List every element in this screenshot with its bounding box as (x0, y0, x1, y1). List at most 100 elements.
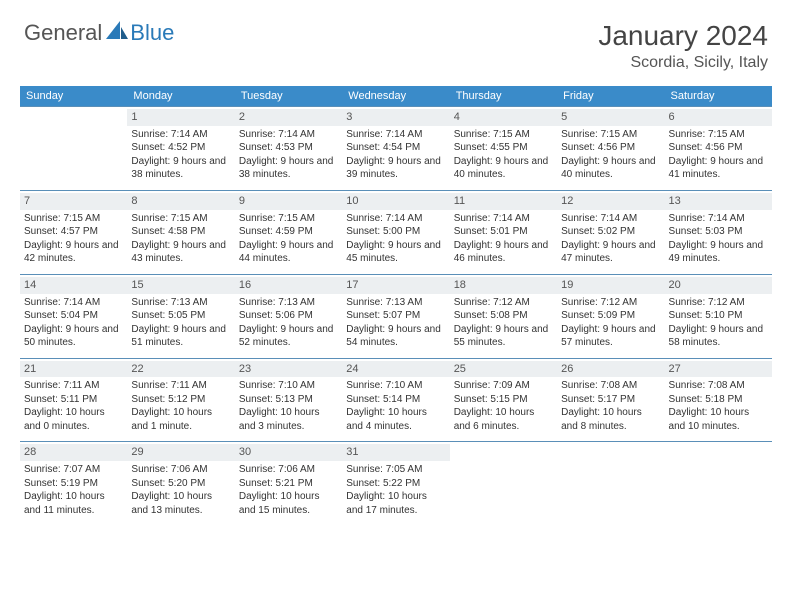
daylight-text: Daylight: 9 hours and 49 minutes. (669, 239, 768, 266)
daylight-text: Daylight: 10 hours and 0 minutes. (24, 406, 123, 433)
day-number: 3 (342, 109, 449, 126)
sunset-text: Sunset: 5:21 PM (239, 477, 338, 491)
calendar-cell: 31Sunrise: 7:05 AMSunset: 5:22 PMDayligh… (342, 442, 449, 525)
day-number: 14 (20, 277, 127, 294)
calendar-cell: 30Sunrise: 7:06 AMSunset: 5:21 PMDayligh… (235, 442, 342, 525)
daylight-text: Daylight: 9 hours and 46 minutes. (454, 239, 553, 266)
calendar-cell: 19Sunrise: 7:12 AMSunset: 5:09 PMDayligh… (557, 274, 664, 358)
sunrise-text: Sunrise: 7:14 AM (131, 128, 230, 142)
day-number: 28 (20, 444, 127, 461)
calendar-cell: 16Sunrise: 7:13 AMSunset: 5:06 PMDayligh… (235, 274, 342, 358)
daylight-text: Daylight: 10 hours and 15 minutes. (239, 490, 338, 517)
sunrise-text: Sunrise: 7:10 AM (346, 379, 445, 393)
daylight-text: Daylight: 9 hours and 39 minutes. (346, 155, 445, 182)
sunset-text: Sunset: 5:06 PM (239, 309, 338, 323)
sunrise-text: Sunrise: 7:12 AM (669, 296, 768, 310)
sunset-text: Sunset: 5:11 PM (24, 393, 123, 407)
calendar-table: Sunday Monday Tuesday Wednesday Thursday… (20, 86, 772, 525)
day-number: 29 (127, 444, 234, 461)
day-number: 4 (450, 109, 557, 126)
daylight-text: Daylight: 9 hours and 43 minutes. (131, 239, 230, 266)
sunrise-text: Sunrise: 7:15 AM (239, 212, 338, 226)
logo-text-general: General (24, 20, 102, 46)
calendar-cell: 10Sunrise: 7:14 AMSunset: 5:00 PMDayligh… (342, 190, 449, 274)
daylight-text: Daylight: 9 hours and 45 minutes. (346, 239, 445, 266)
daylight-text: Daylight: 10 hours and 17 minutes. (346, 490, 445, 517)
calendar-cell: 1Sunrise: 7:14 AMSunset: 4:52 PMDaylight… (127, 107, 234, 191)
calendar-cell: 13Sunrise: 7:14 AMSunset: 5:03 PMDayligh… (665, 190, 772, 274)
sunrise-text: Sunrise: 7:07 AM (24, 463, 123, 477)
calendar-cell: 12Sunrise: 7:14 AMSunset: 5:02 PMDayligh… (557, 190, 664, 274)
day-number: 2 (235, 109, 342, 126)
sunset-text: Sunset: 5:13 PM (239, 393, 338, 407)
day-header: Saturday (665, 86, 772, 107)
calendar-cell: 21Sunrise: 7:11 AMSunset: 5:11 PMDayligh… (20, 358, 127, 442)
calendar-cell: 20Sunrise: 7:12 AMSunset: 5:10 PMDayligh… (665, 274, 772, 358)
day-number: 26 (557, 361, 664, 378)
sunrise-text: Sunrise: 7:11 AM (131, 379, 230, 393)
calendar-week: 14Sunrise: 7:14 AMSunset: 5:04 PMDayligh… (20, 274, 772, 358)
calendar-cell: 29Sunrise: 7:06 AMSunset: 5:20 PMDayligh… (127, 442, 234, 525)
sunset-text: Sunset: 5:10 PM (669, 309, 768, 323)
daylight-text: Daylight: 9 hours and 40 minutes. (561, 155, 660, 182)
day-number: 17 (342, 277, 449, 294)
header-right: January 2024 Scordia, Sicily, Italy (598, 20, 768, 72)
logo-sail-icon (106, 21, 128, 46)
day-number: 21 (20, 361, 127, 378)
daylight-text: Daylight: 10 hours and 10 minutes. (669, 406, 768, 433)
sunset-text: Sunset: 4:57 PM (24, 225, 123, 239)
daylight-text: Daylight: 9 hours and 44 minutes. (239, 239, 338, 266)
sunset-text: Sunset: 4:56 PM (561, 141, 660, 155)
calendar-cell (20, 107, 127, 191)
sunset-text: Sunset: 5:08 PM (454, 309, 553, 323)
daylight-text: Daylight: 10 hours and 6 minutes. (454, 406, 553, 433)
sunrise-text: Sunrise: 7:15 AM (24, 212, 123, 226)
day-header: Tuesday (235, 86, 342, 107)
daylight-text: Daylight: 9 hours and 50 minutes. (24, 323, 123, 350)
day-number: 27 (665, 361, 772, 378)
sunset-text: Sunset: 5:00 PM (346, 225, 445, 239)
day-header: Wednesday (342, 86, 449, 107)
daylight-text: Daylight: 9 hours and 58 minutes. (669, 323, 768, 350)
sunset-text: Sunset: 4:58 PM (131, 225, 230, 239)
calendar-cell: 23Sunrise: 7:10 AMSunset: 5:13 PMDayligh… (235, 358, 342, 442)
calendar-cell: 28Sunrise: 7:07 AMSunset: 5:19 PMDayligh… (20, 442, 127, 525)
calendar-week: 7Sunrise: 7:15 AMSunset: 4:57 PMDaylight… (20, 190, 772, 274)
sunset-text: Sunset: 5:20 PM (131, 477, 230, 491)
daylight-text: Daylight: 9 hours and 47 minutes. (561, 239, 660, 266)
sunrise-text: Sunrise: 7:12 AM (454, 296, 553, 310)
sunrise-text: Sunrise: 7:14 AM (239, 128, 338, 142)
sunrise-text: Sunrise: 7:08 AM (669, 379, 768, 393)
daylight-text: Daylight: 9 hours and 42 minutes. (24, 239, 123, 266)
sunrise-text: Sunrise: 7:14 AM (561, 212, 660, 226)
day-number: 24 (342, 361, 449, 378)
calendar-week: 28Sunrise: 7:07 AMSunset: 5:19 PMDayligh… (20, 442, 772, 525)
day-number: 5 (557, 109, 664, 126)
calendar-cell (450, 442, 557, 525)
sunset-text: Sunset: 5:03 PM (669, 225, 768, 239)
day-number: 1 (127, 109, 234, 126)
calendar-cell: 18Sunrise: 7:12 AMSunset: 5:08 PMDayligh… (450, 274, 557, 358)
calendar-cell: 27Sunrise: 7:08 AMSunset: 5:18 PMDayligh… (665, 358, 772, 442)
day-header: Thursday (450, 86, 557, 107)
sunset-text: Sunset: 5:18 PM (669, 393, 768, 407)
daylight-text: Daylight: 9 hours and 41 minutes. (669, 155, 768, 182)
calendar-cell (665, 442, 772, 525)
sunset-text: Sunset: 5:14 PM (346, 393, 445, 407)
day-number: 19 (557, 277, 664, 294)
day-number: 12 (557, 193, 664, 210)
sunrise-text: Sunrise: 7:05 AM (346, 463, 445, 477)
calendar-cell: 26Sunrise: 7:08 AMSunset: 5:17 PMDayligh… (557, 358, 664, 442)
daylight-text: Daylight: 9 hours and 54 minutes. (346, 323, 445, 350)
calendar-cell: 15Sunrise: 7:13 AMSunset: 5:05 PMDayligh… (127, 274, 234, 358)
calendar-cell: 6Sunrise: 7:15 AMSunset: 4:56 PMDaylight… (665, 107, 772, 191)
sunset-text: Sunset: 5:17 PM (561, 393, 660, 407)
daylight-text: Daylight: 9 hours and 40 minutes. (454, 155, 553, 182)
daylight-text: Daylight: 10 hours and 11 minutes. (24, 490, 123, 517)
daylight-text: Daylight: 10 hours and 8 minutes. (561, 406, 660, 433)
logo: General Blue (24, 20, 174, 46)
sunset-text: Sunset: 5:05 PM (131, 309, 230, 323)
location-label: Scordia, Sicily, Italy (598, 54, 768, 72)
logo-text-blue: Blue (130, 20, 174, 46)
calendar-week: 21Sunrise: 7:11 AMSunset: 5:11 PMDayligh… (20, 358, 772, 442)
